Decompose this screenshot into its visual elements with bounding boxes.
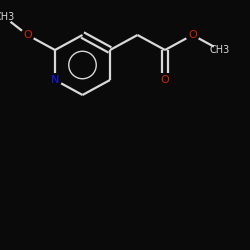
Text: O: O [23,30,32,40]
Text: CH3: CH3 [0,12,15,22]
Text: O: O [188,30,197,40]
Text: CH3: CH3 [210,45,230,55]
Text: N: N [51,75,59,85]
Text: O: O [160,75,170,85]
